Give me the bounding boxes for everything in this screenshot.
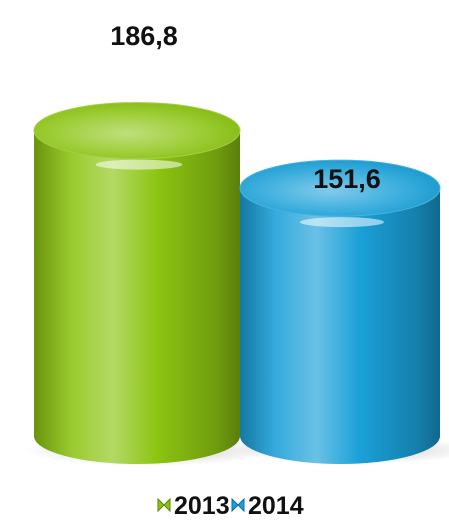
legend-label-2014: 2014 (248, 492, 304, 520)
data-label-2014: 151,6 (313, 164, 381, 194)
bar-top-2014 (239, 159, 441, 217)
bar-highlight-2013 (95, 159, 183, 170)
legend-item-2013: 2013 (157, 492, 230, 520)
legend-marker-2013-icon (157, 497, 171, 513)
bar-body-2013 (34, 130, 240, 464)
bar-2014 (239, 159, 441, 464)
bar-highlight-2014 (300, 217, 384, 228)
legend-item-2014: 2014 (231, 492, 304, 520)
legend-marker-2014-icon (231, 497, 245, 513)
data-label-2013: 186,8 (110, 21, 178, 51)
legend: 2013 2014 (157, 492, 304, 520)
bar-2013 (33, 102, 241, 464)
legend-label-2013: 2013 (174, 492, 230, 520)
bar-top-2013 (33, 102, 241, 160)
bar-body-2014 (240, 188, 440, 464)
bars-group (33, 102, 441, 464)
